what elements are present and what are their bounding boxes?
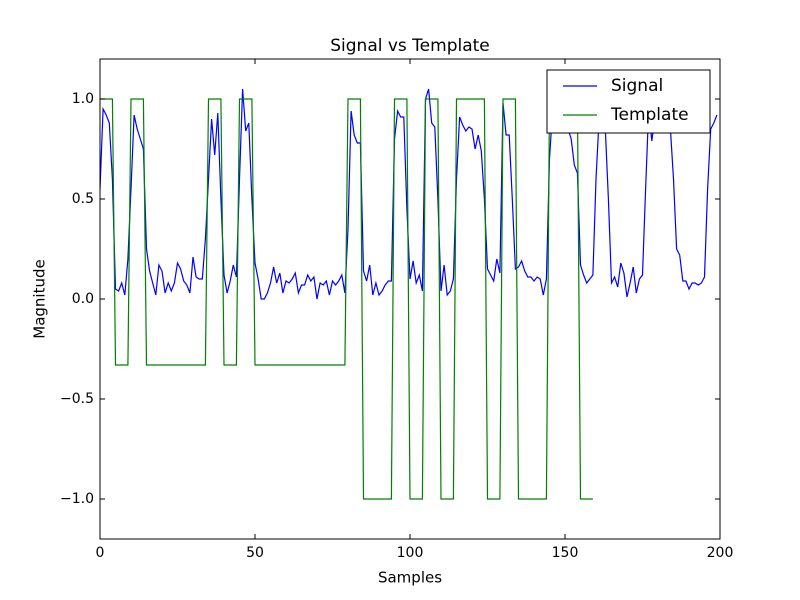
line-series (100, 98, 593, 500)
x-tick-label: 100 (397, 545, 424, 561)
x-tick-label: 150 (552, 545, 579, 561)
legend: Signal Template (546, 69, 711, 134)
x-axis-label: Samples (378, 569, 442, 587)
x-tick-label: 200 (707, 545, 734, 561)
y-tick-label: −0.5 (60, 391, 94, 407)
y-tick-label: 0.5 (72, 191, 94, 207)
chart-title: Signal vs Template (330, 36, 490, 56)
y-tick-label: 0.0 (72, 291, 94, 307)
x-tick-label: 0 (96, 545, 105, 561)
legend-label: Signal (611, 76, 663, 96)
y-tick-label: −1.0 (60, 491, 94, 507)
legend-box (546, 69, 711, 134)
x-tick-label: 50 (246, 545, 264, 561)
y-tick-label: 1.0 (72, 91, 94, 107)
y-axis-label: Magnitude (31, 259, 49, 338)
legend-label: Template (610, 105, 689, 125)
